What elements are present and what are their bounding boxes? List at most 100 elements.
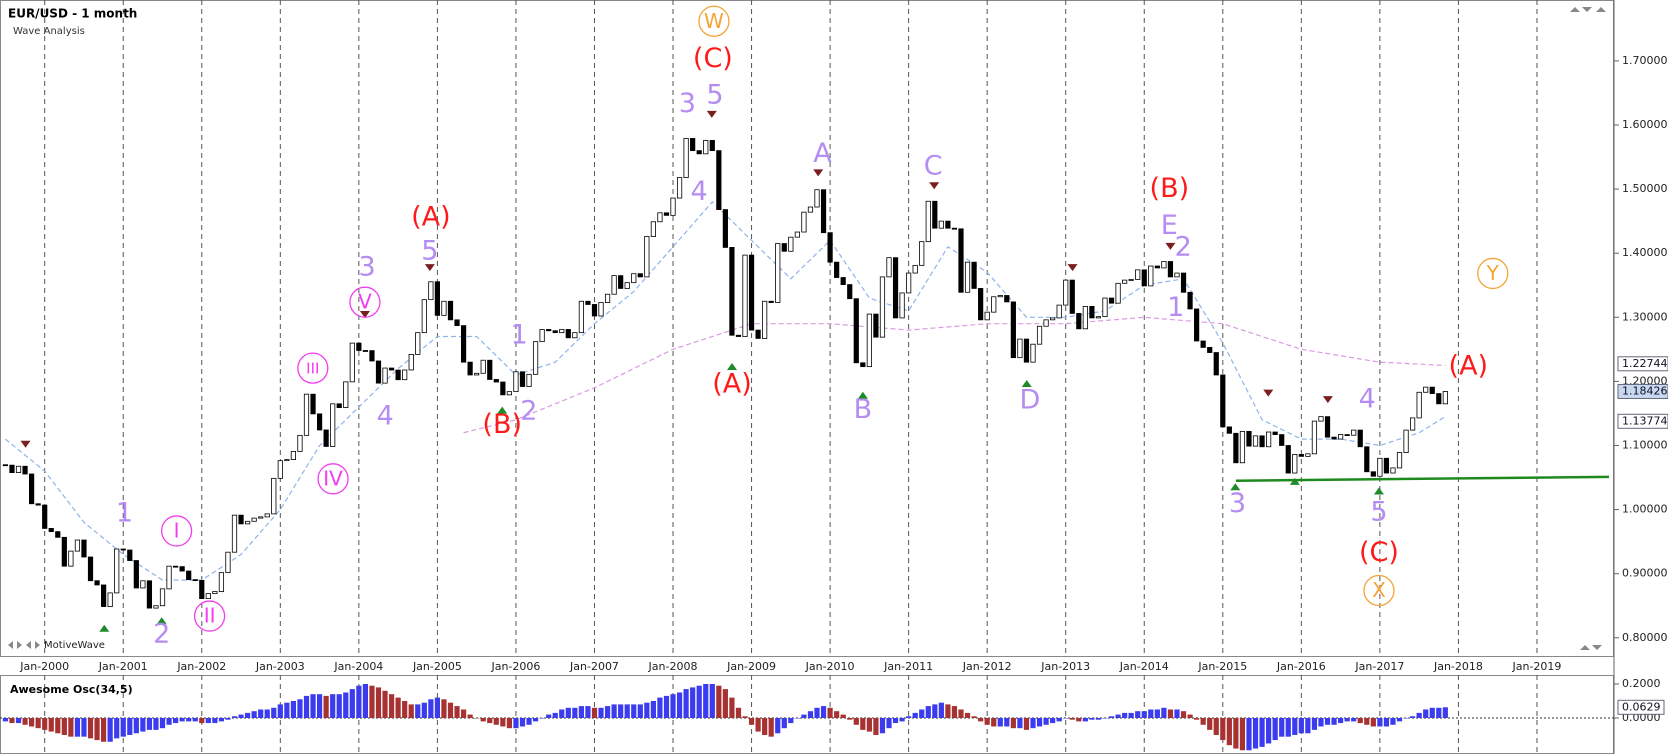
osc-bar <box>153 717 159 730</box>
osc-bar <box>1174 709 1180 718</box>
osc-bar <box>892 717 899 724</box>
osc-bar <box>101 717 107 742</box>
zoom-icon[interactable] <box>1580 645 1602 650</box>
wave-label: (A) <box>411 202 451 233</box>
candle-body <box>277 460 283 479</box>
candle-body <box>585 300 591 305</box>
osc-bar <box>231 716 238 718</box>
osc-bar <box>984 717 990 725</box>
osc-bar <box>1370 717 1376 727</box>
zoom-icon[interactable] <box>1570 7 1606 12</box>
x-tick-label: Jan-2010 <box>805 660 855 673</box>
osc-bar <box>807 711 814 718</box>
osc-bar <box>1023 717 1030 730</box>
osc-bar <box>277 704 283 718</box>
osc-bar <box>873 717 879 735</box>
osc-bar <box>1128 712 1134 718</box>
candle-body <box>251 517 257 522</box>
candle-body <box>29 473 35 505</box>
candle-body <box>153 605 159 609</box>
osc-bar <box>474 717 480 719</box>
wave-label: (C) <box>1359 537 1399 568</box>
osc-bar <box>1187 714 1193 718</box>
candle-body <box>297 434 303 452</box>
osc-bar <box>1239 717 1246 751</box>
candle-body <box>1383 457 1390 474</box>
labels: Jan-2000 Jan-2001 Jan-2002 Jan-2003 Jan-2004… <box>19 5 1668 724</box>
wave-label: W <box>704 9 724 33</box>
oscillator-pane <box>0 675 1614 754</box>
candle-body <box>866 313 872 368</box>
osc-bar <box>1298 717 1304 734</box>
x-tick-label: Jan-2015 <box>1197 660 1247 673</box>
osc-bar <box>1082 717 1088 722</box>
candle-body <box>513 371 519 393</box>
wave-label: 1 <box>1167 292 1184 323</box>
osc-bar <box>81 717 87 737</box>
swing-low-marker <box>99 624 110 632</box>
candle-body <box>1161 261 1167 269</box>
osc-bar <box>1390 717 1396 725</box>
candle-body <box>978 288 984 321</box>
osc-bar <box>1305 717 1311 734</box>
osc-bar <box>513 717 519 729</box>
candle-body <box>1259 435 1265 448</box>
candle-body <box>172 565 179 568</box>
candle-body <box>958 228 964 293</box>
candle-body <box>690 138 696 152</box>
osc-bar <box>35 717 41 729</box>
y-tick-label: 1.60000 <box>1622 118 1668 131</box>
candle-body <box>1442 391 1448 405</box>
candle-body <box>735 334 742 337</box>
candle-body <box>1213 352 1219 376</box>
osc-bar <box>1423 709 1429 718</box>
candle-body <box>1279 434 1285 446</box>
candle-body <box>1266 431 1272 448</box>
candle-body <box>663 212 670 216</box>
osc-bar <box>1311 717 1318 730</box>
candle-body <box>873 313 879 338</box>
osc-bar <box>1344 717 1350 722</box>
nav-icons[interactable] <box>8 7 1606 650</box>
candle-body <box>1252 435 1259 447</box>
candle-body <box>827 232 833 263</box>
osc-bar <box>546 714 552 718</box>
osc-bar <box>493 717 499 725</box>
wave-circle <box>160 515 193 547</box>
osc-bar <box>55 717 61 734</box>
x-tick-label: Jan-2016 <box>1276 660 1326 673</box>
osc-bar <box>1338 717 1344 724</box>
price-flag <box>1617 413 1668 429</box>
osc-flag-label: 0.0629 <box>1622 700 1661 713</box>
osc-bar <box>316 694 323 718</box>
osc-bar <box>1056 717 1062 722</box>
candle-body <box>637 273 643 278</box>
osc-bar <box>1259 717 1265 747</box>
candle-body <box>1285 445 1291 474</box>
y-tick-label: 1.30000 <box>1622 310 1668 323</box>
osc-bar <box>729 697 735 718</box>
candle-body <box>303 393 310 436</box>
candle-body <box>519 371 526 387</box>
x-tick-label: Jan-2003 <box>255 660 305 673</box>
osc-bar <box>919 709 925 718</box>
candle-body <box>1357 429 1363 448</box>
swing-high-marker <box>20 440 31 448</box>
wave-label: (A) <box>712 369 752 400</box>
osc-bar <box>1429 707 1435 718</box>
candle-body <box>834 261 840 278</box>
candle-body <box>539 329 545 343</box>
wave-label: 3 <box>358 252 375 283</box>
swing-low-marker <box>727 363 738 371</box>
candle-body <box>1010 301 1016 359</box>
swing-high-marker <box>813 169 824 177</box>
osc-bar <box>964 712 971 718</box>
candle-body <box>1272 431 1278 435</box>
candle-body <box>2 464 9 467</box>
wave-label: (A) <box>1449 351 1489 382</box>
candle-body <box>1436 393 1442 405</box>
osc-bar <box>690 687 696 718</box>
candle-body <box>801 211 807 233</box>
osc-bar <box>853 717 859 725</box>
